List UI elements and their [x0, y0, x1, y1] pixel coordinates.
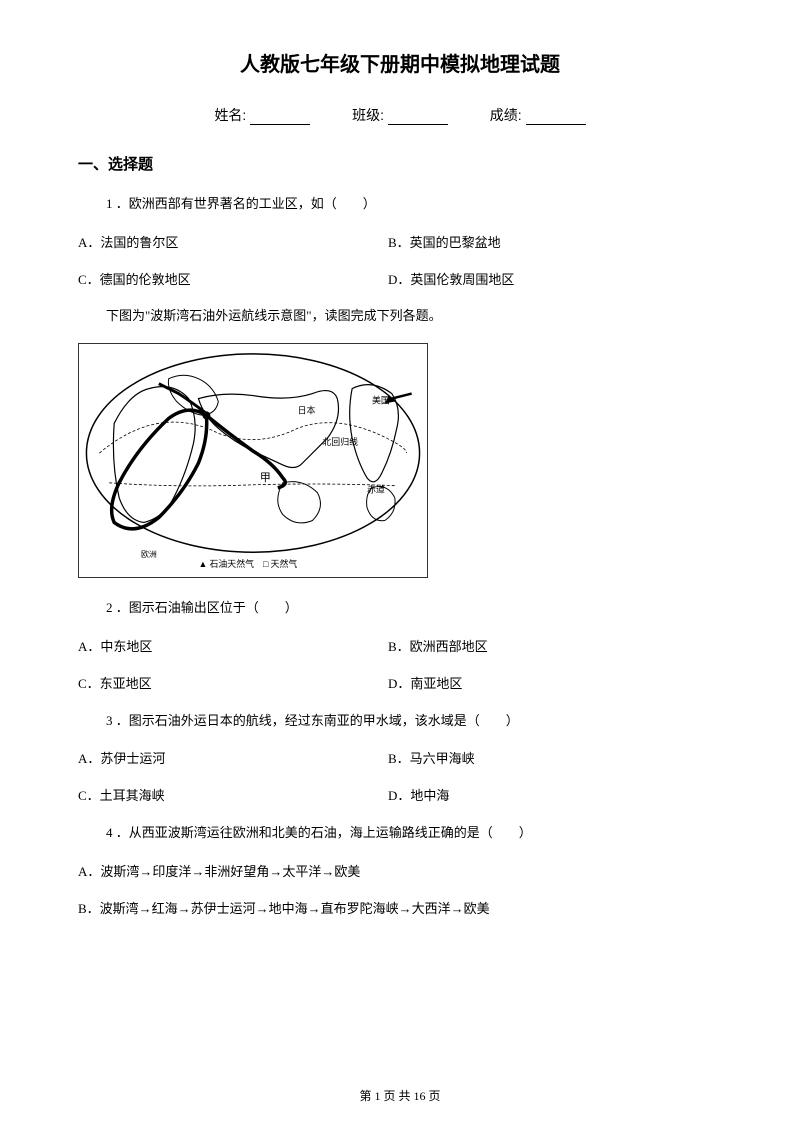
q3-option-c: C．土耳其海峡: [78, 786, 388, 807]
page-footer: 第 1 页 共 16 页: [0, 1087, 800, 1104]
question-1-options-row-2: C．德国的伦敦地区 D．英国伦敦周围地区: [78, 270, 722, 291]
name-label: 姓名:: [214, 107, 246, 123]
svg-text:美国: 美国: [372, 395, 390, 406]
q4-option-b: B．波斯湾→红海→苏伊士运河→地中海→直布罗陀海峡→大西洋→欧美: [78, 899, 722, 920]
q2-option-c: C．东亚地区: [78, 674, 388, 695]
name-line: [250, 111, 310, 125]
document-title: 人教版七年级下册期中模拟地理试题: [78, 48, 722, 77]
q3-option-a: A．苏伊士运河: [78, 749, 388, 770]
score-line: [526, 111, 586, 125]
section-heading-1: 一、选择题: [78, 153, 722, 174]
map-label-jia: 甲: [260, 472, 271, 484]
question-1-text: 1 ．欧洲西部有世界著名的工业区，如（ ）: [106, 194, 722, 215]
question-4-text: 4 ．从西亚波斯湾运往欧洲和北美的石油，海上运输路线正确的是（ ）: [106, 823, 722, 844]
map-legend-oil: ▲ 石油天然气 □ 天然气: [198, 558, 297, 569]
q2-option-b: B．欧洲西部地区: [388, 637, 722, 658]
question-2-options-row-2: C．东亚地区 D．南亚地区: [78, 674, 722, 695]
q2-option-a: A．中东地区: [78, 637, 388, 658]
question-1-options-row-1: A．法国的鲁尔区 B．英国的巴黎盆地: [78, 233, 722, 254]
header-fields: 姓名: 班级: 成绩:: [78, 105, 722, 125]
class-line: [388, 111, 448, 125]
q4-option-a: A．波斯湾→印度洋→非洲好望角→太平洋→欧美: [78, 862, 722, 883]
question-2-options-row-1: A．中东地区 B．欧洲西部地区: [78, 637, 722, 658]
q2-option-d: D．南亚地区: [388, 674, 722, 695]
map-svg: 甲 北回归线 赤道 美国 日本 欧洲 ▲ 石油天然气 □ 天然气: [79, 344, 427, 577]
map-figure: 甲 北回归线 赤道 美国 日本 欧洲 ▲ 石油天然气 □ 天然气: [78, 343, 428, 578]
q1-option-b: B．英国的巴黎盆地: [388, 233, 722, 254]
q3-option-d: D．地中海: [388, 786, 722, 807]
svg-text:欧洲: 欧洲: [141, 549, 157, 559]
q1-option-d: D．英国伦敦周围地区: [388, 270, 722, 291]
context-text: 下图为"波斯湾石油外运航线示意图"，读图完成下列各题。: [106, 306, 722, 327]
q3-option-b: B．马六甲海峡: [388, 749, 722, 770]
question-3-options-row-1: A．苏伊士运河 B．马六甲海峡: [78, 749, 722, 770]
question-2-text: 2 ．图示石油输出区位于（ ）: [106, 598, 722, 619]
question-3-options-row-2: C．土耳其海峡 D．地中海: [78, 786, 722, 807]
map-label-equator: 赤道: [367, 484, 385, 495]
map-label-tropic: 北回归线: [322, 436, 358, 447]
class-label: 班级:: [352, 107, 384, 123]
svg-text:日本: 日本: [298, 405, 316, 416]
q1-option-c: C．德国的伦敦地区: [78, 270, 388, 291]
question-3-text: 3 ．图示石油外运日本的航线，经过东南亚的甲水域，该水域是（ ）: [106, 711, 722, 732]
q1-option-a: A．法国的鲁尔区: [78, 233, 388, 254]
score-label: 成绩:: [490, 107, 522, 123]
